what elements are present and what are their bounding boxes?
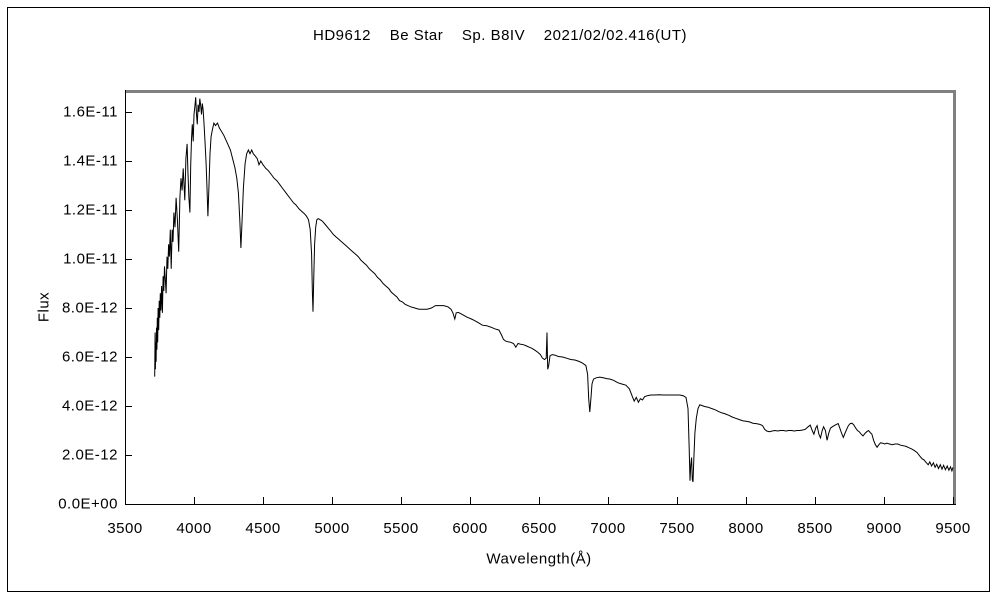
x-axis-title: Wavelength(Å) bbox=[486, 550, 592, 568]
chart-title: HD9612 Be Star Sp. B8IV 2021/02/02.416(U… bbox=[312, 27, 688, 44]
spectrum-line bbox=[154, 97, 954, 483]
y-axis-title: Flux bbox=[35, 291, 53, 323]
image-border bbox=[7, 7, 990, 592]
